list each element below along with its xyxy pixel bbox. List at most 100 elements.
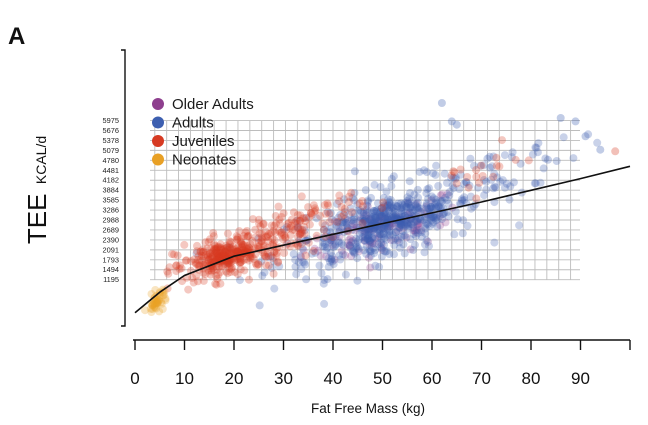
scatter-point — [264, 251, 273, 260]
scatter-point — [216, 245, 225, 254]
scatter-point — [376, 213, 385, 222]
scatter-point — [297, 265, 306, 274]
scatter-point — [438, 190, 447, 199]
scatter-point — [215, 263, 223, 271]
scatter-point — [405, 208, 414, 217]
scatter-point — [376, 204, 385, 213]
scatter-point — [432, 161, 441, 170]
scatter-point — [330, 255, 339, 264]
scatter-point — [355, 217, 364, 225]
scatter-point — [307, 210, 316, 219]
scatter-point — [333, 217, 342, 226]
scatter-point — [150, 294, 159, 303]
grid — [150, 120, 580, 281]
scatter-point — [297, 253, 305, 262]
scatter-point — [287, 215, 296, 224]
fit-curve — [134, 165, 631, 314]
scatter-point — [392, 228, 401, 236]
scatter-point — [260, 251, 269, 260]
scatter-point — [425, 184, 433, 193]
y-tick-label: 1494 — [103, 265, 119, 274]
scatter-point — [317, 269, 326, 278]
scatter-point — [223, 229, 232, 238]
scatter-point — [257, 229, 266, 238]
scatter-point — [212, 245, 220, 254]
scatter-point — [489, 172, 498, 181]
scatter-point — [361, 227, 370, 236]
scatter-point — [218, 251, 226, 260]
scatter-point — [382, 235, 391, 244]
scatter-point — [299, 246, 308, 255]
legend-label: Older Adults — [172, 96, 254, 113]
scatter-point — [205, 249, 214, 258]
scatter-point — [269, 269, 278, 278]
scatter-point — [378, 224, 387, 233]
scatter-point — [212, 255, 221, 264]
scatter-point — [427, 203, 436, 212]
scatter-point — [396, 221, 405, 230]
scatter-point — [439, 210, 448, 219]
scatter-point — [337, 203, 346, 211]
scatter-point — [361, 214, 370, 223]
scatter-point — [344, 198, 353, 207]
scatter-point — [207, 244, 215, 253]
scatter-point — [204, 253, 213, 261]
scatter-point — [362, 241, 371, 250]
scatter-point — [320, 299, 329, 308]
scatter-point — [388, 230, 397, 239]
scatter-point — [192, 247, 201, 256]
scatter-point — [207, 266, 215, 275]
scatter-point — [212, 248, 221, 257]
scatter-point — [472, 166, 481, 174]
scatter-point — [348, 222, 356, 231]
scatter-point — [372, 206, 381, 215]
scatter-point — [460, 180, 469, 188]
scatter-point — [265, 230, 273, 238]
scatter-point — [447, 173, 455, 182]
scatter-point — [186, 257, 195, 266]
scatter-point — [410, 240, 419, 249]
scatter-point — [458, 196, 467, 205]
scatter-point — [209, 229, 218, 237]
scatter-point — [281, 234, 290, 242]
scatter-point — [324, 201, 332, 210]
scatter-point — [294, 258, 303, 267]
scatter-point — [381, 201, 390, 209]
scatter-point — [541, 154, 550, 163]
scatter-point — [477, 161, 486, 170]
scatter-point — [355, 229, 364, 238]
scatter-point — [216, 249, 225, 258]
scatter-point — [350, 248, 359, 257]
scatter-point — [544, 155, 552, 164]
scatter-point — [470, 161, 478, 170]
scatter-point — [441, 218, 450, 227]
y-tick-label: 2689 — [103, 225, 119, 234]
scatter-point — [141, 306, 149, 315]
scatter-point — [366, 247, 375, 256]
scatter-point — [349, 217, 358, 226]
y-tick-label: 2091 — [103, 245, 119, 254]
scatter-point — [410, 226, 419, 235]
scatter-point — [148, 301, 157, 310]
scatter-point — [375, 225, 384, 234]
scatter-point — [180, 240, 189, 249]
scatter-point — [364, 227, 373, 236]
scatter-point — [219, 261, 228, 270]
scatter-point — [533, 148, 542, 157]
y-axis-label-quantity: TEE — [22, 194, 52, 245]
scatter-point — [394, 199, 403, 208]
scatter-point — [443, 196, 452, 204]
scatter-point — [380, 234, 389, 243]
x-tick-labels: 0 10 20 30 40 50 60 70 80 90 — [130, 369, 590, 388]
scatter-point — [244, 256, 253, 265]
scatter-point — [151, 286, 160, 294]
scatter-point — [406, 189, 414, 197]
scatter-point-outlier — [611, 147, 620, 156]
scatter-point — [278, 235, 287, 244]
scatter-point — [150, 302, 159, 311]
scatter-point — [403, 202, 411, 211]
scatter-point — [498, 136, 506, 145]
scatter-point — [375, 211, 384, 220]
scatter-point — [391, 211, 400, 220]
scatter-point — [403, 219, 412, 228]
